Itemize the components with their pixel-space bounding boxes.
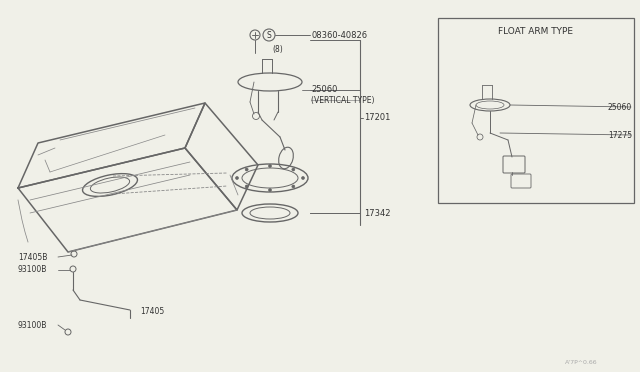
Text: (VERTICAL TYPE): (VERTICAL TYPE) — [311, 96, 374, 105]
Circle shape — [301, 176, 305, 180]
Text: 08360-40826: 08360-40826 — [311, 31, 367, 39]
Circle shape — [236, 176, 239, 180]
Circle shape — [269, 189, 271, 192]
Bar — [438, 18, 634, 203]
Text: (8): (8) — [272, 45, 283, 54]
Text: 93100B: 93100B — [18, 321, 47, 330]
Text: FLOAT ARM TYPE: FLOAT ARM TYPE — [499, 28, 573, 36]
Text: S: S — [267, 31, 271, 40]
Circle shape — [292, 185, 295, 188]
Text: 17201: 17201 — [364, 113, 390, 122]
Circle shape — [292, 168, 295, 171]
Text: 17275: 17275 — [608, 131, 632, 140]
Text: 93100B: 93100B — [18, 266, 47, 275]
Circle shape — [245, 185, 248, 188]
Text: 17342: 17342 — [364, 208, 390, 218]
Circle shape — [245, 168, 248, 171]
Text: 17405: 17405 — [140, 308, 164, 317]
Text: 25060: 25060 — [311, 86, 337, 94]
Text: 17405B: 17405B — [18, 253, 47, 262]
Text: 25060: 25060 — [608, 103, 632, 112]
Text: A'7P^0.66: A'7P^0.66 — [565, 359, 598, 365]
Circle shape — [269, 164, 271, 167]
